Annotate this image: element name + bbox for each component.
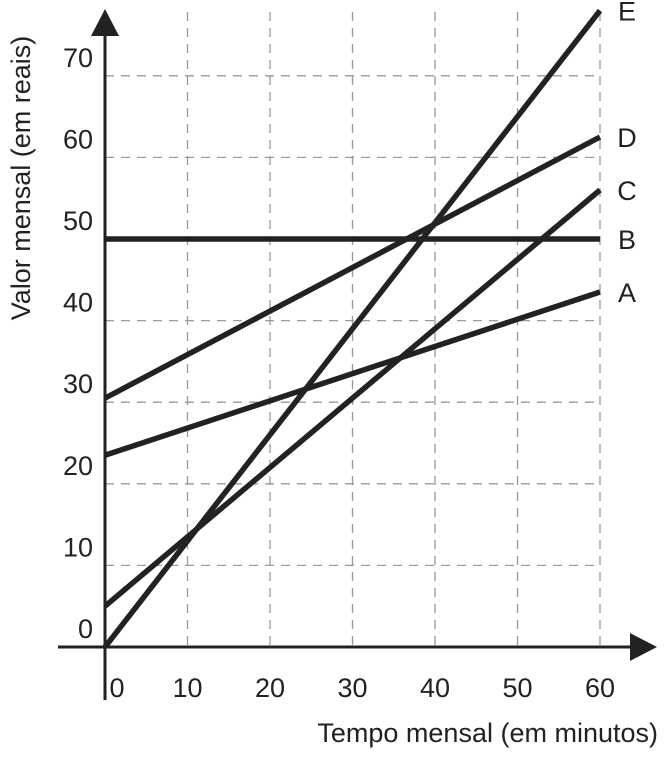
x-tick-label: 0 (109, 673, 124, 703)
x-tick-label: 10 (172, 673, 202, 703)
x-tick-label: 60 (585, 673, 615, 703)
series-label-a: A (618, 278, 636, 308)
series (102, 8, 603, 649)
y-tick-label: 20 (63, 451, 93, 481)
y-tick-label: 40 (63, 288, 93, 318)
series-line-a (104, 289, 601, 458)
x-tick-labels: 0 10 20 30 40 50 60 (109, 673, 615, 703)
x-tick-label: 20 (255, 673, 285, 703)
y-tick-label: 30 (63, 369, 93, 399)
x-axis-title: Tempo mensal (em minutos) (317, 718, 658, 748)
x-tick-label: 40 (420, 673, 450, 703)
series-line-e (102, 8, 603, 649)
y-tick-label: 60 (63, 124, 93, 154)
x-tick-label: 30 (337, 673, 367, 703)
series-label-d: D (617, 123, 637, 153)
series-line-d (103, 134, 602, 401)
y-tick-label: 50 (63, 206, 93, 236)
series-label-e: E (618, 0, 636, 27)
y-axis-title: Valor mensal (em reais) (6, 36, 36, 321)
x-tick-label: 50 (502, 673, 532, 703)
y-axis-arrow-icon (91, 9, 119, 36)
axes (58, 9, 657, 700)
series-label-c: C (617, 176, 637, 206)
y-tick-label: 70 (63, 43, 93, 73)
series-label-b: B (618, 225, 636, 255)
y-tick-labels: 0 10 20 30 40 50 60 70 (63, 43, 93, 644)
y-tick-label: 0 (78, 614, 93, 644)
y-tick-label: 10 (63, 532, 93, 562)
x-axis-arrow-icon (630, 633, 657, 661)
